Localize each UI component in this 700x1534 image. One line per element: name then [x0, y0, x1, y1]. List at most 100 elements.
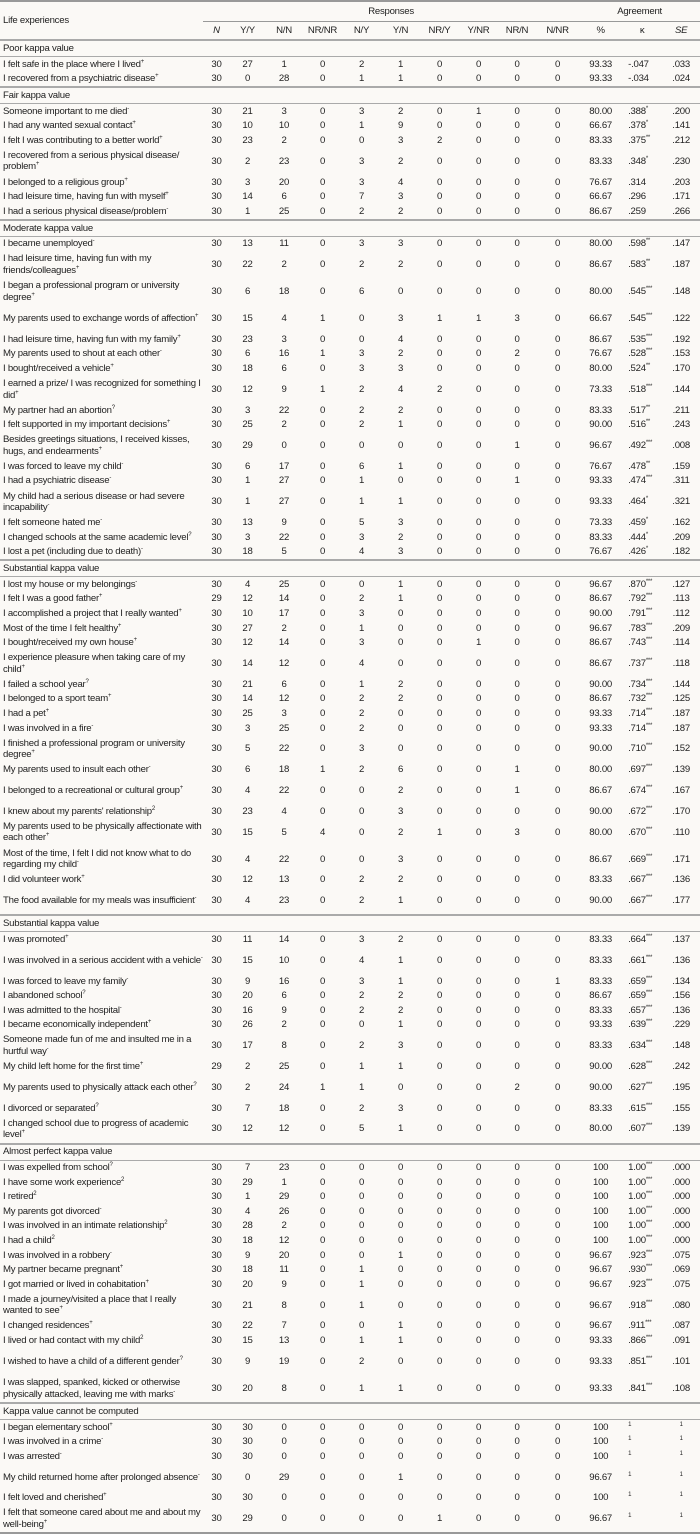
cell-ynr: 0 — [475, 333, 482, 345]
life-experience-label: I had a pet+ — [0, 706, 203, 721]
cell-nrn: 0 — [514, 460, 520, 472]
cell-percent: 80.00 — [589, 286, 612, 298]
life-experience-label: I had a psychiatric disease- — [0, 474, 203, 489]
cell-se: .136 — [672, 874, 690, 886]
cell-nry: 0 — [436, 1436, 443, 1448]
cell-nrnr: 0 — [319, 134, 326, 146]
cell-kappa: .657*** — [622, 1003, 662, 1018]
cell-yy: 14 — [242, 191, 253, 203]
kappa-value: .459 — [628, 517, 646, 529]
cell-yn: 0 — [397, 707, 404, 719]
cell-yy: 30 — [242, 1450, 253, 1462]
cell-nrnr: 0 — [319, 120, 326, 132]
cell-yy: 23 — [242, 333, 253, 345]
cell-kappa: .911*** — [622, 1319, 662, 1334]
life-experience-label: I got married or lived in cohabitation+ — [0, 1277, 203, 1292]
cell-yy: 21 — [242, 678, 253, 690]
cell-n: 30 — [211, 853, 222, 865]
cell-ny: 4 — [358, 546, 365, 558]
cell-nn: 12 — [278, 1123, 290, 1135]
label-text: Besides greetings situations, I received… — [3, 434, 190, 457]
cell-ynr: 0 — [475, 722, 482, 734]
cell-nrnr: 0 — [319, 707, 326, 719]
cell-ynr: 0 — [475, 1492, 482, 1504]
kappa-value: .524 — [628, 363, 646, 375]
cell-nnr: 0 — [555, 259, 561, 271]
cell-ny: 0 — [358, 826, 365, 838]
cell-percent: 93.33 — [589, 707, 612, 719]
cell-nn: 9 — [281, 383, 287, 395]
cell-yy: 16 — [242, 1004, 253, 1016]
column-header-nn: N/N — [276, 24, 292, 36]
significance-marker: *** — [645, 743, 653, 750]
cell-nnr: 0 — [555, 1335, 561, 1347]
cell-nrnr: 0 — [319, 990, 326, 1002]
cell-se: 1 — [662, 1491, 700, 1506]
cell-nry: 0 — [436, 990, 443, 1002]
label-footnote-marker: + — [110, 363, 114, 370]
label-footnote-marker: + — [159, 134, 163, 141]
cell-nrnr: 0 — [319, 1162, 326, 1174]
cell-n: 30 — [211, 404, 222, 416]
cell-kappa: .714*** — [622, 706, 662, 721]
label-footnote-marker: + — [124, 176, 128, 183]
label-text: I bought/received my own house — [3, 637, 134, 649]
group-title: Kappa value cannot be computed — [0, 1402, 700, 1421]
cell-yn: 1 — [397, 1123, 404, 1135]
cell-kappa: .598** — [622, 236, 662, 251]
cell-nry: 0 — [436, 363, 443, 375]
table-row: My parents used to shout at each other- 3… — [0, 347, 700, 362]
cell-percent: 80.00 — [589, 764, 612, 776]
cell-nrn: 0 — [514, 1278, 520, 1290]
life-experience-label: I had leisure time, having fun with my f… — [0, 332, 203, 347]
kappa-value: 1.00 — [628, 1162, 646, 1174]
cell-nnr: 0 — [555, 1299, 561, 1311]
cell-se: .192 — [672, 333, 690, 345]
label-text: I abandoned school — [3, 990, 83, 1002]
cell-ny: 4 — [358, 954, 365, 966]
cell-percent: 83.33 — [589, 1004, 612, 1016]
cell-kappa: .426* — [622, 545, 662, 561]
cell-kappa: 1.00*** — [622, 1175, 662, 1190]
label-text: I did volunteer work — [3, 874, 82, 886]
table-row: I changed school due to progress of acad… — [0, 1116, 700, 1144]
label-footnote-marker: - — [101, 1436, 104, 1443]
kappa-value: -.047 — [628, 58, 649, 70]
label-footnote-marker: ? — [95, 1102, 99, 1109]
kappa-value: .516 — [628, 419, 646, 431]
label-text: Someone made fun of me and insulted me i… — [3, 1034, 192, 1057]
cell-nrn: 0 — [514, 155, 520, 167]
cell-kappa: .375** — [622, 133, 662, 148]
cell-n: 30 — [211, 990, 222, 1002]
cell-nn: 19 — [278, 1355, 290, 1367]
cell-nnr: 0 — [555, 531, 561, 543]
cell-se: .212 — [672, 134, 690, 146]
label-text: My partner had an abortion — [3, 404, 112, 416]
cell-n: 30 — [211, 363, 222, 375]
cell-nry: 0 — [436, 440, 443, 452]
cell-ynr: 0 — [475, 259, 482, 271]
cell-yn: 3 — [397, 853, 404, 865]
life-experience-label: Most of the time, I felt I did not know … — [0, 846, 203, 873]
cell-n: 30 — [211, 1040, 222, 1052]
kappa-value: .714 — [628, 722, 646, 734]
kappa-value: 1.00 — [628, 1205, 646, 1217]
cell-kappa: .661*** — [622, 947, 662, 974]
cell-nnr: 0 — [555, 1471, 561, 1483]
cell-percent: 86.67 — [589, 990, 612, 1002]
cell-yn: 0 — [397, 637, 404, 649]
table-row: I made a journey/visited a place that I … — [0, 1292, 700, 1319]
kappa-value: .870 — [628, 578, 646, 590]
cell-percent: 83.33 — [589, 975, 612, 987]
label-text: I was involved in an intimate relationsh… — [3, 1220, 165, 1232]
life-experience-label: I lost a pet (including due to death)- — [0, 545, 203, 561]
cell-nnr: 0 — [555, 593, 561, 605]
cell-kappa: .627*** — [622, 1074, 662, 1101]
life-experience-label: I changed residences+ — [0, 1319, 203, 1334]
cell-percent: 100 — [592, 1492, 609, 1504]
label-text: I recovered from a psychiatric disease — [3, 73, 156, 85]
cell-percent: 100 — [592, 1421, 609, 1433]
cell-yn: 2 — [397, 205, 404, 217]
cell-ynr: 0 — [475, 608, 482, 620]
cell-nn: 9 — [281, 1278, 287, 1290]
